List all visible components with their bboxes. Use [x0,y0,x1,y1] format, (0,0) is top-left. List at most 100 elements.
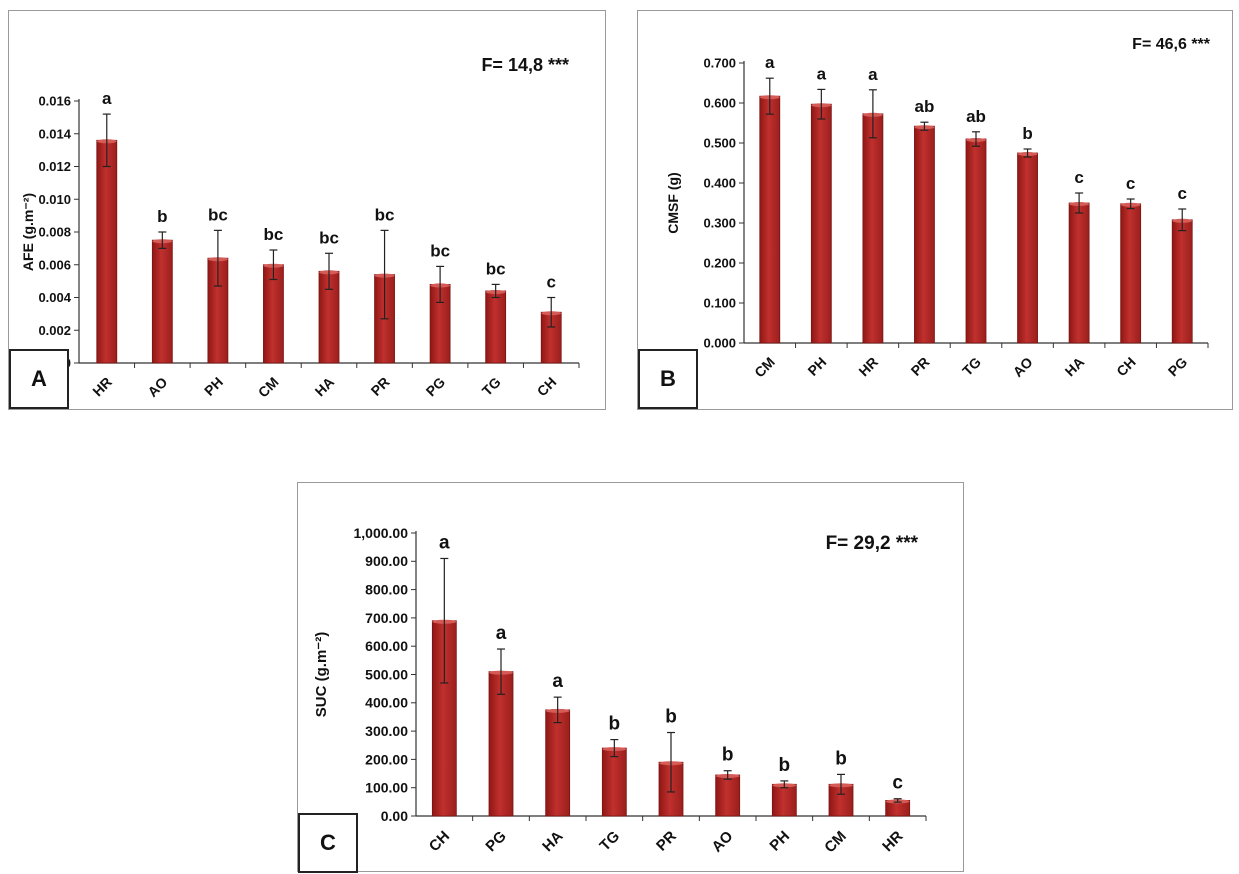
x-tick-label: AO [709,828,737,856]
x-tick-label: HR [879,828,906,855]
x-tick-label: PG [423,374,449,400]
x-tick-label: PH [201,374,226,399]
f-statistic: F= 29,2 *** [826,533,919,554]
y-tick-label: 0.100 [703,296,736,311]
chart-panel-b: 0.000 0.100 0.200 0.300 0.400 0.500 0.600 0.700… [637,10,1233,410]
significance-letter: b [1022,124,1032,143]
bar [1068,202,1090,344]
chart-panel-a: 0.0000.0020.0040.0060.0080.0100.0120.014… [8,10,606,410]
bar [862,113,884,344]
x-tick-label: HA [1062,354,1088,380]
bar [1017,152,1038,344]
bar [771,783,797,817]
y-tick-label: 0.300 [703,216,736,231]
significance-letter: b [835,748,847,769]
significance-letter: c [1126,174,1135,193]
y-tick-label: 0.006 [38,257,71,272]
x-tick-label: HA [539,828,566,855]
x-tick-label: TG [596,828,623,855]
bar [965,138,987,344]
panel-label-b: B [638,349,698,409]
y-axis-label: CMSF (g) [665,172,681,233]
x-tick-label: TG [959,354,984,379]
y-tick-label: 0.00 [381,808,408,824]
y-tick-label: 1,000.00 [354,525,409,541]
significance-letter: bc [486,259,506,278]
bar [1120,203,1142,344]
y-tick-label: 100.00 [365,780,408,796]
significance-letter: a [868,65,878,84]
y-tick-label: 0.200 [703,256,736,271]
y-tick-label: 0.010 [38,192,71,207]
x-tick-label: HA [311,374,337,400]
bar [151,239,173,364]
y-tick-label: 800.00 [365,582,408,598]
panel-label-c: C [298,813,358,873]
y-tick-label: 600.00 [365,638,408,654]
significance-letter: ab [915,97,935,116]
x-tick-label: PR [368,374,393,399]
bar [96,139,118,364]
significance-letter: b [609,714,621,735]
x-tick-label: PR [653,828,680,855]
x-tick-label: CH [426,828,453,855]
chart-c-svg: 0.00 100.00 200.00 300.00 400.00 500.00 600.00… [313,525,927,856]
y-tick-label: 0.014 [38,126,71,141]
x-tick-label: CM [751,354,778,381]
y-tick-label: 0.000 [703,336,736,351]
y-axis-label: SUC (g.m⁻²) [313,632,330,717]
significance-letter: ab [966,107,986,126]
x-tick-label: AO [1010,354,1036,380]
y-axis-label: AFE (g.m⁻²) [20,193,36,271]
y-tick-label: 500.00 [365,666,408,682]
y-tick-label: 700.00 [365,610,408,626]
x-tick-label: PG [482,828,509,855]
x-tick-label: PG [1165,354,1191,380]
significance-letter: a [765,53,775,72]
x-tick-label: PH [766,828,793,855]
chart-a-svg: 0.0000.0020.0040.0060.0080.0100.0120.014… [20,55,580,401]
significance-letter: bc [430,241,450,260]
significance-letter: a [496,623,507,644]
significance-letter: b [722,745,734,766]
bar [488,671,514,817]
f-statistic: F= 46,6 *** [1132,36,1211,53]
y-tick-label: 0.700 [703,56,736,71]
bar [485,290,507,364]
significance-letter: c [1074,168,1083,187]
panel-label-a: A [9,349,69,409]
significance-letter: bc [264,225,284,244]
bar [545,709,571,817]
y-tick-label: 900.00 [365,553,408,569]
significance-letter: bc [319,228,339,247]
bar [914,125,935,344]
bar [715,774,741,817]
y-tick-label: 300.00 [365,723,408,739]
x-tick-label: AO [144,374,170,400]
significance-letter: b [157,207,167,226]
y-tick-label: 0.016 [38,94,71,109]
y-tick-label: 0.500 [703,136,736,151]
x-tick-label: PH [804,354,829,379]
x-tick-label: HR [855,354,881,380]
x-tick-label: CM [255,374,282,401]
y-tick-label: 0.002 [38,323,71,338]
y-tick-label: 0.008 [38,225,71,240]
significance-letter: b [779,755,791,776]
significance-letter: a [102,89,112,108]
chart-panel-c: 0.00 100.00 200.00 300.00 400.00 500.00 600.00… [297,482,964,873]
bar [1171,219,1193,344]
significance-letter: bc [375,205,395,224]
bar [759,95,781,344]
significance-letter: c [892,773,903,794]
significance-letter: c [1177,184,1186,203]
x-tick-label: PR [907,354,932,379]
chart-b-svg: 0.000 0.100 0.200 0.300 0.400 0.500 0.600 0.700… [665,36,1211,381]
y-tick-label: 400.00 [365,695,408,711]
y-tick-label: 0.012 [38,159,71,174]
f-statistic: F= 14,8 *** [481,55,569,75]
bar [601,747,627,817]
x-tick-label: HR [89,374,115,400]
bar [810,103,832,344]
y-tick-label: 0.600 [703,96,736,111]
